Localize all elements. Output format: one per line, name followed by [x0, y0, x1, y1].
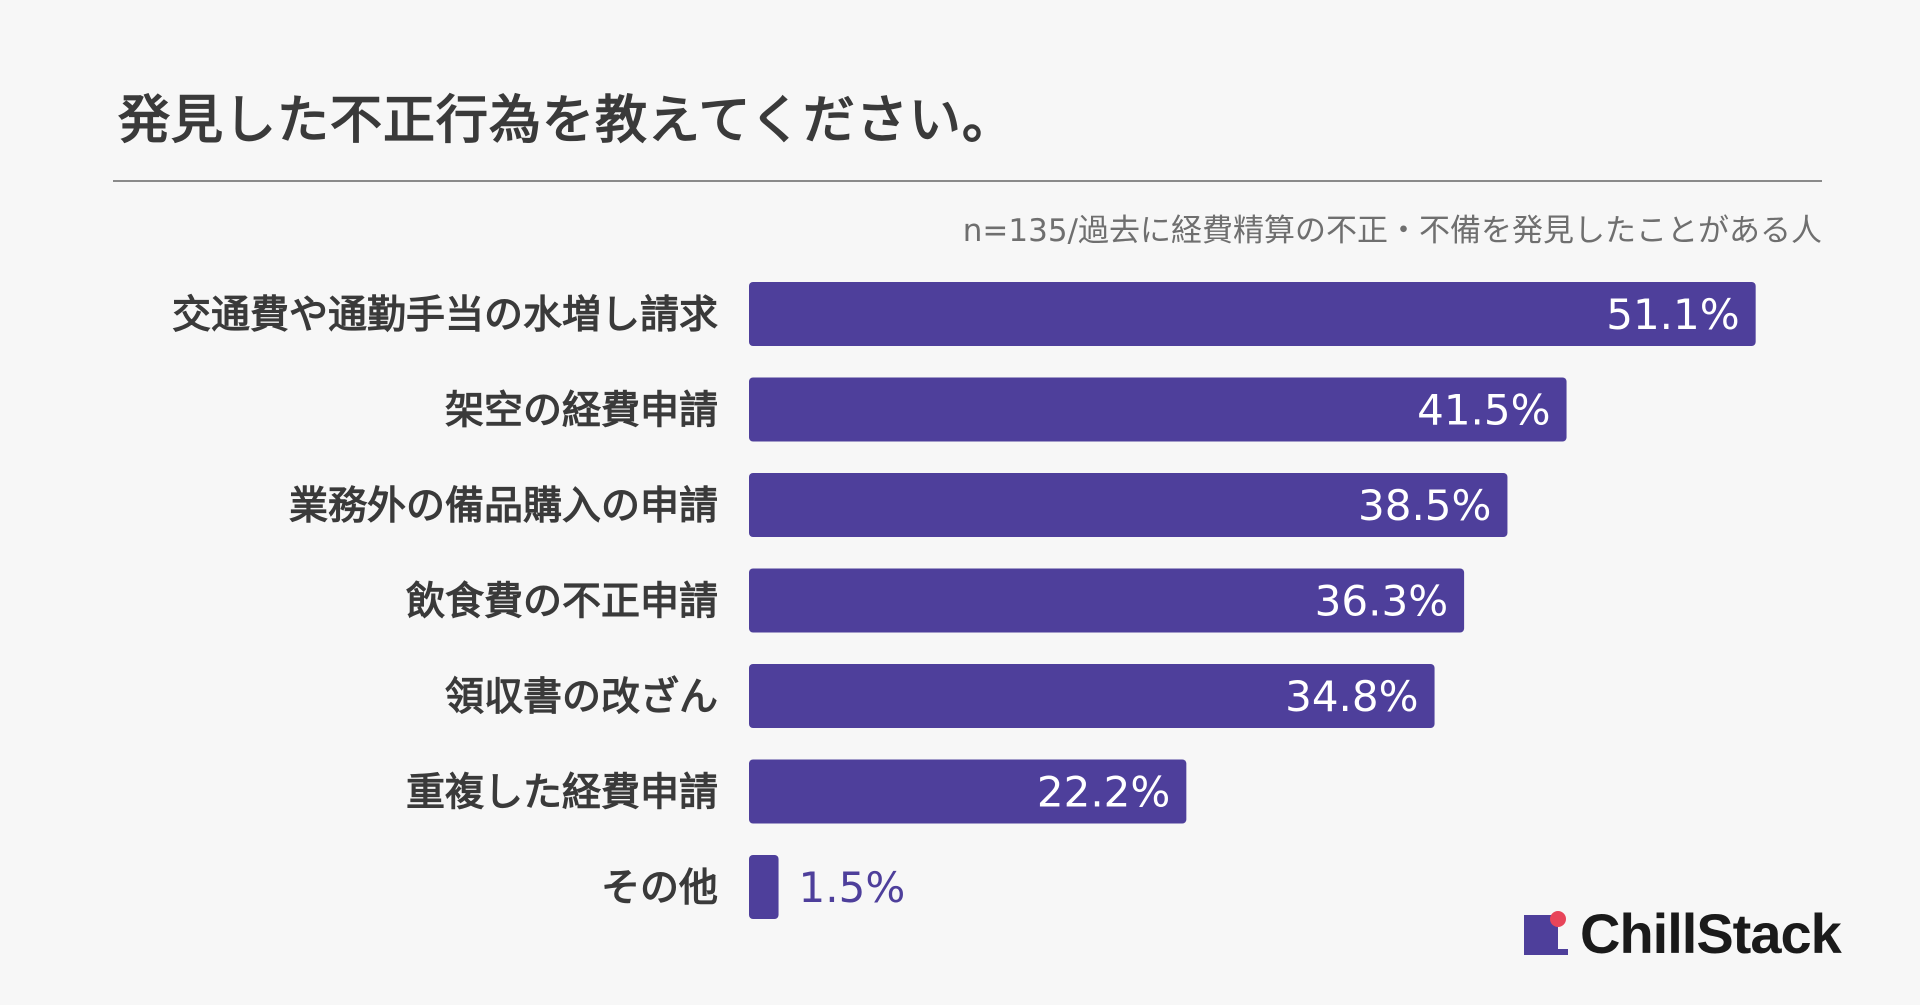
value-label: 36.3%: [1315, 577, 1448, 626]
category-label: その他: [601, 866, 718, 911]
value-label: 41.5%: [1417, 386, 1550, 435]
bar: [749, 759, 1187, 824]
bar: [749, 473, 1508, 537]
chillstack-logo-icon: [1524, 911, 1568, 955]
logo: ChillStack: [1524, 898, 1842, 968]
value-label: 1.5%: [799, 863, 906, 912]
category-label: 重複した経費申請: [406, 771, 718, 816]
sample-note: n=135/過去に経費精算の不正・不備を発見したことがある人: [962, 213, 1822, 249]
value-label: 51.1%: [1606, 290, 1739, 339]
value-label: 22.2%: [1037, 768, 1170, 817]
title-divider: [113, 180, 1822, 182]
bar: [749, 855, 779, 919]
value-label: 38.5%: [1358, 481, 1491, 530]
bar: [749, 282, 1756, 346]
category-label: 業務外の備品購入の申請: [289, 484, 718, 529]
logo-text: ChillStack: [1580, 901, 1842, 965]
bar: [749, 377, 1567, 442]
category-label: 領収書の改ざん: [445, 675, 718, 720]
category-label: 架空の経費申請: [445, 389, 718, 434]
bar: [749, 664, 1435, 728]
value-label: 34.8%: [1285, 672, 1418, 721]
bar: [749, 568, 1465, 633]
page-title: 発見した不正行為を教えてください。: [118, 91, 1015, 151]
category-label: 飲食費の不正申請: [406, 580, 718, 625]
category-label: 交通費や通勤手当の水増し請求: [172, 293, 718, 338]
